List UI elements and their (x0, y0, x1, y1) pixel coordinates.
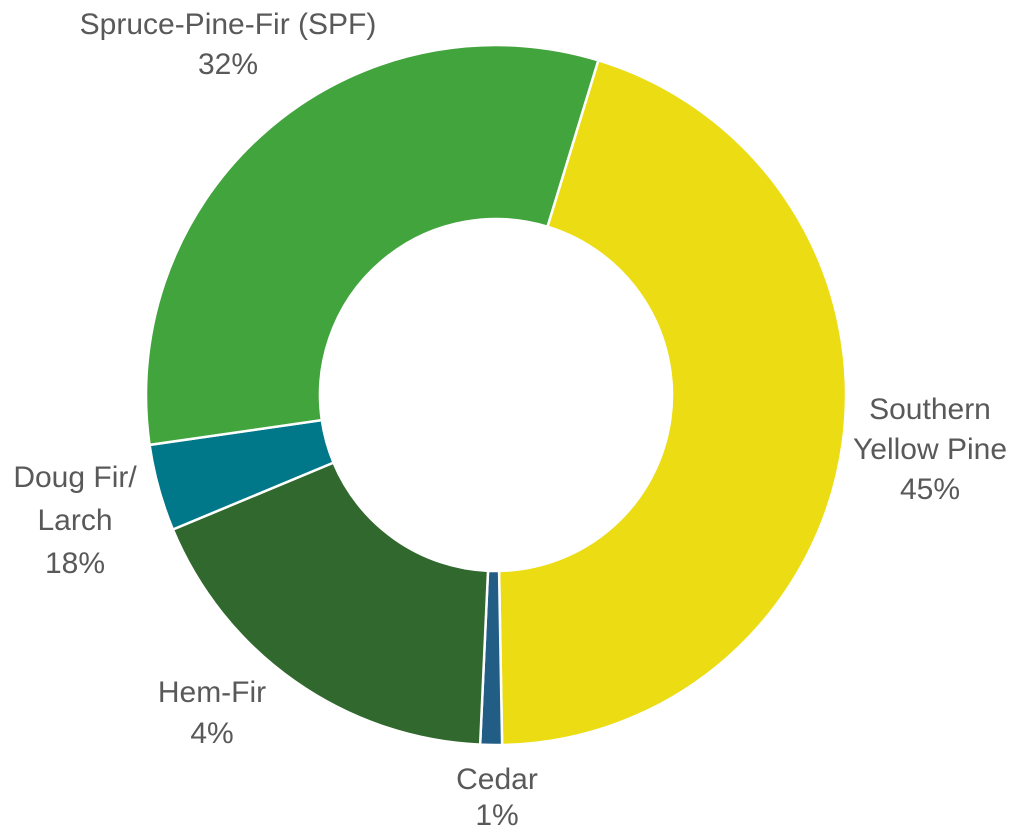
slice-label: Spruce-Pine-Fir (SPF) 32% (28, 5, 428, 85)
value-label: 4% (190, 717, 234, 750)
category-label: Spruce-Pine-Fir (SPF) (79, 8, 377, 41)
value-label: 45% (899, 473, 961, 506)
category-label: Hem-Fir (157, 676, 267, 709)
slice-label: Doug Fir/ Larch 18% (0, 456, 150, 585)
value-label: 32% (197, 48, 259, 81)
slice-label: Cedar 1% (397, 762, 597, 834)
category-label: Cedar (456, 763, 538, 796)
donut-slice (497, 58, 848, 747)
value-label: 18% (44, 547, 106, 580)
donut-slice (171, 461, 490, 746)
slice-label: Southern Yellow Pine 45% (840, 390, 1020, 510)
category-label: Southern Yellow Pine (853, 393, 1007, 466)
donut-slice (144, 43, 600, 447)
slice-label: Hem-Fir 4% (132, 672, 292, 754)
value-label: 1% (475, 799, 519, 832)
category-label: Doug Fir/ Larch (13, 461, 137, 537)
